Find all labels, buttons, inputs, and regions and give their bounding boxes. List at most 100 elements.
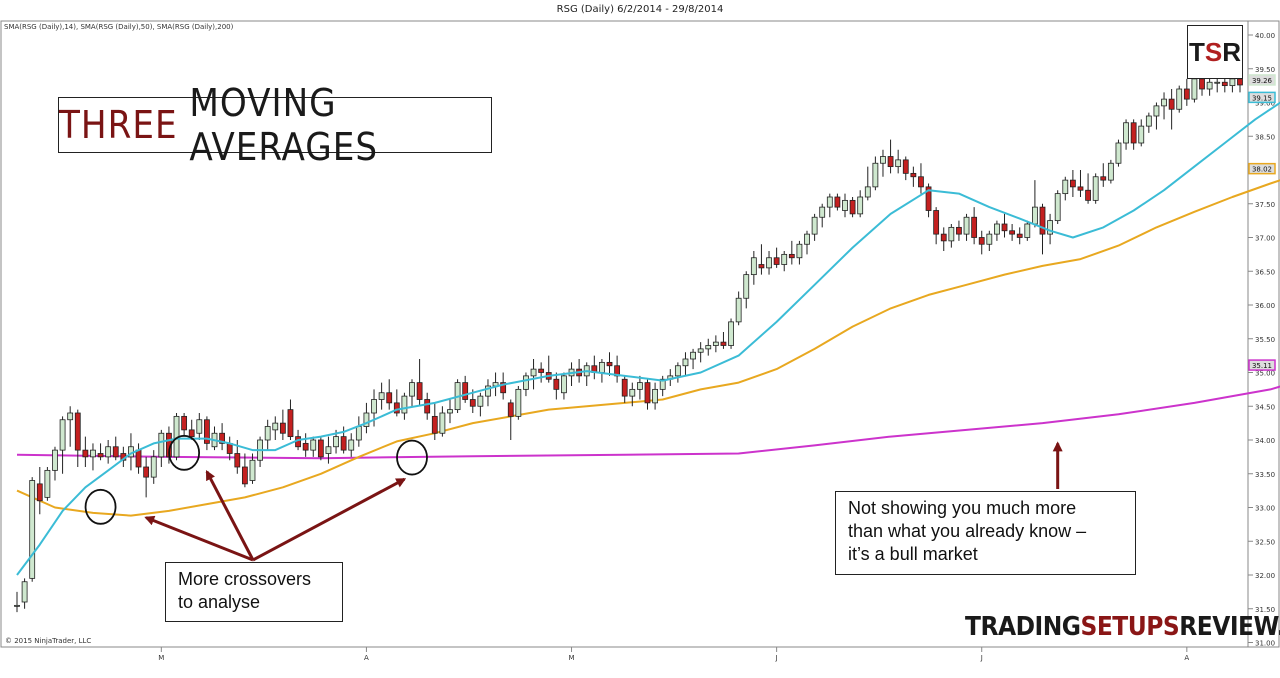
candle-body <box>371 399 377 414</box>
logo-letter: T <box>1188 36 1205 67</box>
candle <box>644 379 651 410</box>
candle <box>409 379 415 407</box>
candle-body <box>393 402 400 414</box>
y-tick-label: 34.50 <box>1255 403 1275 411</box>
candle <box>826 193 833 218</box>
y-tick-label: 32.00 <box>1255 572 1275 580</box>
candle-body <box>750 257 757 276</box>
candle <box>287 399 294 440</box>
candle <box>1077 170 1084 197</box>
candle-body <box>44 469 51 498</box>
candle <box>743 271 750 309</box>
candle-body <box>1123 122 1129 144</box>
candle <box>52 446 58 481</box>
candle <box>181 413 188 437</box>
candle <box>416 359 423 407</box>
candle-body <box>515 388 522 417</box>
candle <box>690 348 696 370</box>
candle <box>720 332 727 349</box>
candle-body <box>636 382 643 390</box>
candle-body <box>1069 179 1076 188</box>
candle <box>880 149 886 177</box>
candle-body <box>1115 142 1122 164</box>
price-tag: 35.11 <box>1248 359 1276 371</box>
candle-body <box>97 453 104 458</box>
candle-body <box>431 415 438 434</box>
candle-body <box>287 409 294 438</box>
x-tick-label: A <box>364 654 369 662</box>
candle <box>766 251 772 275</box>
candle-body <box>378 392 385 400</box>
candle <box>910 166 917 187</box>
candle <box>485 379 491 407</box>
candle <box>728 318 734 349</box>
crossover-note: More crossovers to analyse <box>165 562 343 622</box>
candle-body <box>1001 223 1008 232</box>
candle-body <box>1138 125 1145 144</box>
candle <box>667 369 674 386</box>
candle-body <box>1153 105 1160 117</box>
candle-body <box>538 368 545 373</box>
headline-box: THREE MOVING AVERAGES <box>58 81 492 169</box>
candle-body <box>1039 206 1046 235</box>
candle-body <box>523 375 529 390</box>
candle <box>500 372 507 400</box>
candle <box>933 207 940 245</box>
candle-body <box>826 196 833 208</box>
candle-body <box>781 253 788 265</box>
candle <box>591 355 598 380</box>
candle-body <box>697 348 704 353</box>
y-tick-label: 37.50 <box>1255 201 1275 209</box>
candle-body <box>834 196 841 208</box>
candle <box>44 467 51 501</box>
y-tick-label: 36.50 <box>1255 268 1275 276</box>
candle <box>317 436 324 461</box>
candle-body <box>811 216 818 235</box>
candle <box>447 399 453 424</box>
candle-body <box>1229 78 1236 87</box>
candle <box>849 197 856 218</box>
price-tag-label: 38.02 <box>1252 166 1272 174</box>
candle-body <box>348 439 355 451</box>
candle-body <box>158 432 165 458</box>
candle-body <box>485 385 491 397</box>
candle-body <box>82 449 89 458</box>
price-tag: 38.02 <box>1248 162 1276 175</box>
candle-body <box>1016 233 1023 238</box>
candle <box>67 406 74 447</box>
price-tag-box <box>1248 359 1276 371</box>
candle-body <box>819 206 826 218</box>
candle-body <box>1009 230 1016 235</box>
crossover-circle <box>168 434 201 471</box>
candle-body <box>424 399 431 414</box>
candle <box>1138 119 1145 147</box>
candle-body <box>895 159 902 168</box>
candle-body <box>1130 122 1137 144</box>
candle-body <box>317 439 324 458</box>
candle <box>788 240 795 265</box>
candle-body <box>682 358 689 367</box>
crossover-circle <box>84 488 117 525</box>
crossover-arrow <box>252 477 407 562</box>
candle <box>14 591 20 613</box>
brand-part: TRADING <box>965 612 1081 642</box>
candle-body <box>90 449 96 458</box>
x-tick-label: M <box>569 654 575 662</box>
candle-body <box>629 388 636 397</box>
candle-body <box>401 395 408 414</box>
candle-body <box>1100 176 1107 181</box>
candle-body <box>887 156 894 168</box>
candle-body <box>150 456 157 478</box>
candle-body <box>553 378 560 390</box>
candle <box>599 359 605 383</box>
candle <box>279 409 286 440</box>
candle <box>986 230 993 251</box>
candle <box>712 335 719 353</box>
candle <box>196 413 203 440</box>
y-tick-label: 34.00 <box>1255 437 1275 445</box>
candle-body <box>363 412 370 427</box>
candle-body <box>925 186 932 211</box>
candle <box>74 409 81 467</box>
candle <box>1161 92 1167 120</box>
